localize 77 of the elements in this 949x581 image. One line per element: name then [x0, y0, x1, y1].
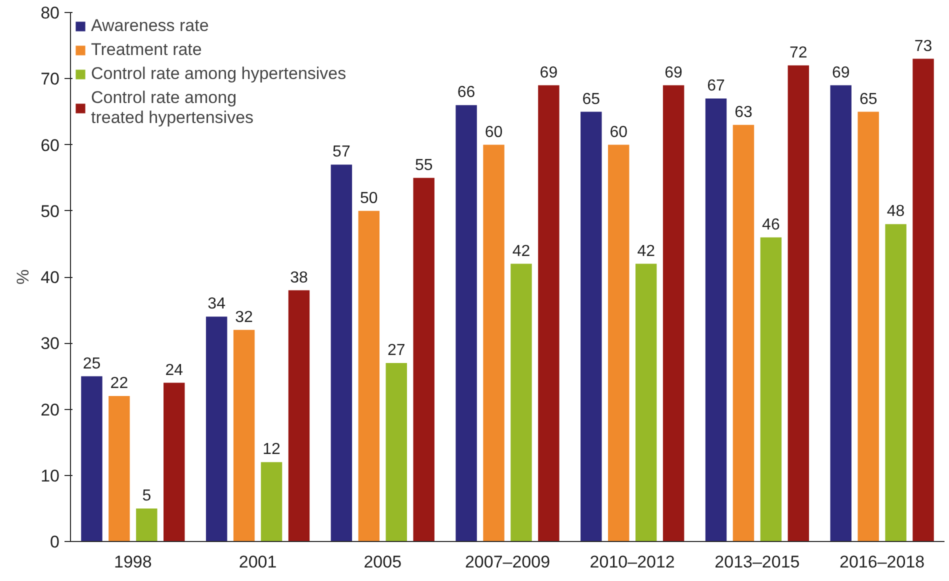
data-label: 24 [165, 362, 184, 379]
data-label: 50 [360, 190, 378, 207]
legend-label: Control rate among treated hypertensives [91, 88, 254, 128]
data-label: 34 [208, 296, 226, 313]
data-label: 63 [734, 104, 752, 121]
y-tick-label: 80 [40, 4, 60, 22]
data-label: 69 [540, 64, 558, 82]
data-label: 65 [859, 90, 878, 108]
data-label: 57 [332, 144, 350, 161]
data-label: 32 [235, 308, 254, 326]
bar [830, 85, 852, 542]
x-tick-label: 2001 [238, 552, 277, 572]
data-label: 67 [707, 78, 726, 95]
x-tick-label: 2005 [364, 552, 402, 572]
bar [912, 58, 934, 542]
bar [81, 376, 102, 542]
bar [760, 237, 782, 542]
bar [885, 224, 906, 542]
bar [260, 462, 282, 542]
data-label: 72 [790, 44, 808, 62]
bar [732, 124, 754, 542]
data-label: 69 [832, 64, 850, 82]
x-tick-label: 2010–2012 [590, 552, 675, 572]
bar [858, 112, 879, 542]
x-tick-label: 2007–2009 [464, 552, 550, 572]
legend-label: Treatment rate [91, 40, 202, 60]
legend-label: Control rate among hypertensives [91, 64, 346, 84]
y-tick-label: 0 [50, 532, 60, 552]
bar [233, 330, 255, 542]
data-label: 46 [762, 216, 780, 234]
bar [386, 362, 407, 542]
y-tick-label: 20 [40, 400, 60, 420]
bar [510, 264, 532, 542]
bar [705, 98, 727, 542]
bar [136, 508, 158, 542]
bar [288, 290, 310, 542]
data-label: 38 [290, 269, 308, 286]
bar [608, 144, 630, 542]
data-label: 5 [142, 488, 152, 505]
bar [580, 112, 602, 542]
data-label: 42 [637, 242, 656, 260]
bar [662, 85, 684, 542]
x-tick-label: 2013–2015 [714, 552, 800, 572]
bar [788, 65, 810, 542]
y-tick-label: 70 [40, 70, 60, 89]
data-label: 69 [664, 64, 683, 82]
bar [358, 210, 380, 542]
data-label: 65 [582, 90, 600, 108]
y-axis-title: % [14, 269, 33, 285]
bar [456, 105, 477, 542]
data-label: 73 [914, 38, 932, 55]
data-label: 25 [82, 355, 101, 372]
data-label: 66 [457, 84, 476, 102]
x-tick-label: 2016–2018 [840, 552, 925, 572]
y-tick-label: 10 [40, 466, 60, 486]
x-tick-label: 1998 [114, 552, 152, 572]
bar [330, 164, 352, 542]
data-label: 60 [610, 124, 628, 141]
data-label: 22 [110, 375, 128, 392]
y-tick-label: 30 [40, 334, 60, 354]
data-label: 27 [387, 342, 406, 360]
bar [413, 178, 434, 542]
data-label: 55 [414, 156, 433, 174]
bar [538, 85, 560, 542]
y-tick-label: 60 [40, 136, 60, 155]
bar [206, 316, 228, 542]
bar [108, 396, 130, 542]
bar [483, 144, 504, 542]
legend-label: Awareness rate [91, 16, 209, 36]
data-label: 48 [886, 203, 905, 220]
data-label: 42 [512, 242, 530, 260]
bar [635, 264, 657, 542]
data-label: 12 [262, 441, 281, 458]
y-tick-label: 50 [40, 202, 60, 221]
y-tick-label: 40 [40, 268, 60, 287]
bar [164, 382, 185, 542]
data-label: 60 [484, 124, 503, 141]
